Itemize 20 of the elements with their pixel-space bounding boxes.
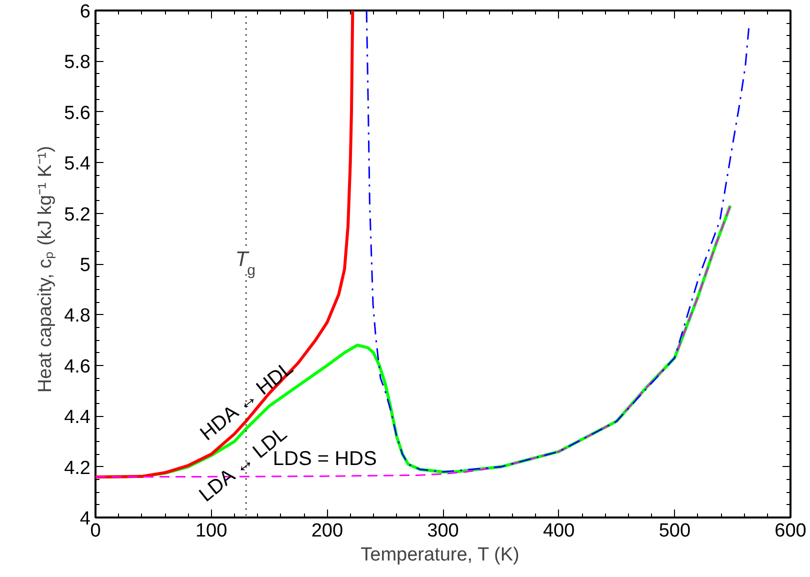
y-tick-label: 5.2 <box>64 204 91 226</box>
x-tick-label: 100 <box>195 520 228 542</box>
y-tick-label: 4.2 <box>64 458 91 479</box>
y-tick-label: 5.8 <box>64 52 91 74</box>
y-tick-label: 5 <box>80 255 91 276</box>
y-tick-label: 4.6 <box>64 356 91 378</box>
y-tick-label: 4.8 <box>64 306 91 327</box>
x-tick-label: 0 <box>90 520 101 542</box>
y-tick-label: 6 <box>80 2 91 22</box>
x-tick-label: 200 <box>311 520 344 542</box>
y-tick-label: 4 <box>80 508 91 530</box>
x-tick-label: 500 <box>658 520 691 542</box>
y-axis-title: Heat capacity, cₚ (kJ kg⁻¹ K⁻¹) <box>35 146 56 393</box>
y-tick-label: 5.4 <box>64 154 91 175</box>
x-axis-title: Temperature, T (K) <box>360 544 520 566</box>
y-tick-label: 4.4 <box>64 407 91 428</box>
x-tick-label: 300 <box>427 520 459 542</box>
x-tick-label: 400 <box>542 520 575 542</box>
y-tick-label: 5.6 <box>64 102 91 124</box>
x-tick-label: 600 <box>774 520 806 542</box>
